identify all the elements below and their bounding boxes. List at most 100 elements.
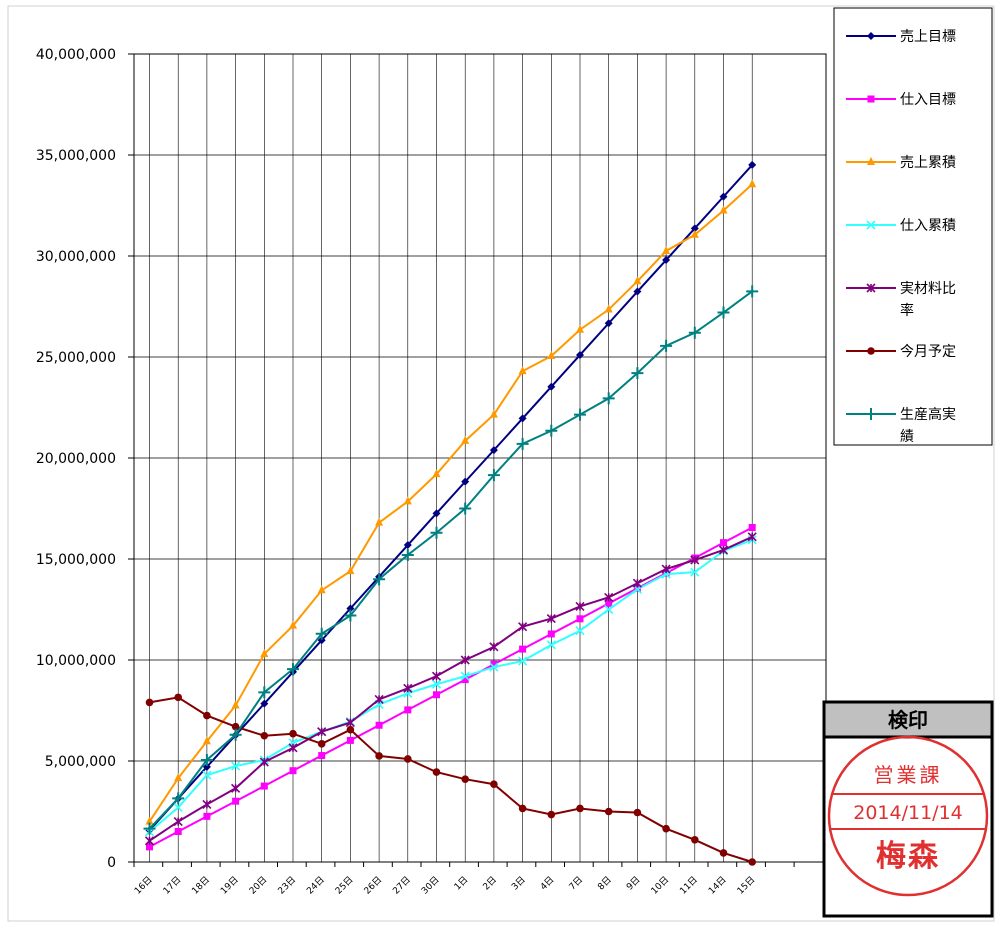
data-point	[401, 548, 414, 561]
data-point	[690, 567, 700, 577]
data-point	[145, 698, 154, 707]
data-point	[604, 807, 613, 816]
data-point	[231, 722, 240, 731]
series-line	[148, 538, 753, 833]
data-point	[717, 306, 730, 319]
data-point	[344, 609, 357, 622]
series-7	[143, 285, 759, 835]
data-point	[604, 304, 613, 313]
legend-swatch-marker	[867, 95, 875, 103]
data-point	[576, 804, 584, 813]
data-point	[547, 810, 556, 819]
y-tick-label: 25,000,000	[36, 350, 116, 366]
legend-box	[833, 7, 993, 446]
data-point	[172, 792, 185, 805]
data-point	[518, 622, 528, 632]
data-point	[317, 585, 326, 594]
y-tick-label: 15,000,000	[36, 552, 116, 568]
data-point	[489, 409, 498, 418]
data-point	[403, 496, 412, 505]
data-point	[432, 509, 441, 518]
legend-swatch-marker	[866, 283, 876, 293]
data-point	[489, 446, 498, 455]
data-point	[633, 808, 642, 817]
data-point	[576, 350, 584, 359]
data-point	[346, 736, 354, 744]
data-point	[604, 604, 614, 615]
data-point	[662, 256, 671, 265]
data-point	[690, 224, 699, 233]
data-point	[432, 469, 441, 478]
data-point	[575, 626, 585, 636]
data-point	[346, 725, 355, 734]
data-point	[662, 245, 671, 254]
data-point	[346, 566, 355, 575]
series-line	[148, 183, 753, 823]
data-point	[143, 822, 156, 835]
data-point	[545, 424, 558, 437]
data-point	[719, 192, 728, 201]
data-point	[460, 671, 470, 681]
data-point	[718, 545, 729, 555]
data-point	[202, 762, 211, 771]
data-point	[604, 592, 614, 602]
data-point	[546, 614, 556, 624]
data-point	[748, 160, 757, 169]
data-point	[403, 683, 413, 693]
data-point	[661, 564, 671, 574]
data-point	[288, 743, 298, 753]
data-point	[317, 727, 327, 737]
data-point	[258, 686, 271, 699]
data-point	[518, 414, 527, 423]
legend-item: 仕入目標	[846, 92, 956, 108]
legend-label: 仕入目標	[900, 92, 956, 108]
data-point	[375, 517, 384, 526]
data-point	[460, 655, 470, 665]
legend-label: 仕入累積	[900, 218, 956, 234]
data-point	[633, 287, 642, 296]
data-point	[748, 523, 756, 531]
data-point	[748, 858, 756, 866]
data-point	[576, 615, 584, 623]
data-point	[632, 578, 642, 588]
data-point	[373, 573, 386, 586]
data-point	[173, 817, 183, 827]
stamp-header-label: 検印	[888, 708, 928, 732]
data-point	[229, 728, 242, 741]
data-point	[174, 827, 182, 835]
data-point	[374, 694, 384, 704]
series-5	[144, 532, 757, 846]
data-point	[289, 620, 297, 629]
legend-swatch-marker	[865, 408, 877, 420]
stamp-name: 梅森	[876, 839, 940, 874]
data-point	[431, 671, 442, 681]
data-point	[173, 802, 183, 813]
data-point	[174, 693, 182, 702]
data-point	[688, 326, 701, 339]
legend-item: 仕入累積	[846, 218, 956, 234]
data-point	[459, 502, 472, 515]
data-point	[690, 555, 700, 565]
data-point	[633, 276, 642, 285]
data-point	[203, 812, 211, 820]
data-point	[602, 392, 615, 405]
data-point	[461, 435, 470, 444]
legend-label: 生産高実	[900, 406, 956, 423]
data-point	[490, 780, 498, 789]
data-point	[489, 642, 499, 652]
data-point	[605, 599, 613, 607]
data-point	[289, 767, 297, 775]
series-6	[145, 693, 756, 866]
data-point	[260, 731, 269, 740]
legend-item: 今月予定	[846, 344, 956, 360]
data-point	[174, 773, 183, 782]
legend-swatch-marker	[867, 32, 875, 40]
legend-swatch-marker	[867, 347, 875, 355]
data-point	[489, 662, 499, 672]
y-axis-ticks: 0 5,000,000 10,000,000 15,000,000 20,000,000…	[36, 47, 134, 871]
data-point	[289, 729, 297, 738]
data-point	[259, 757, 269, 767]
data-point	[747, 532, 757, 542]
